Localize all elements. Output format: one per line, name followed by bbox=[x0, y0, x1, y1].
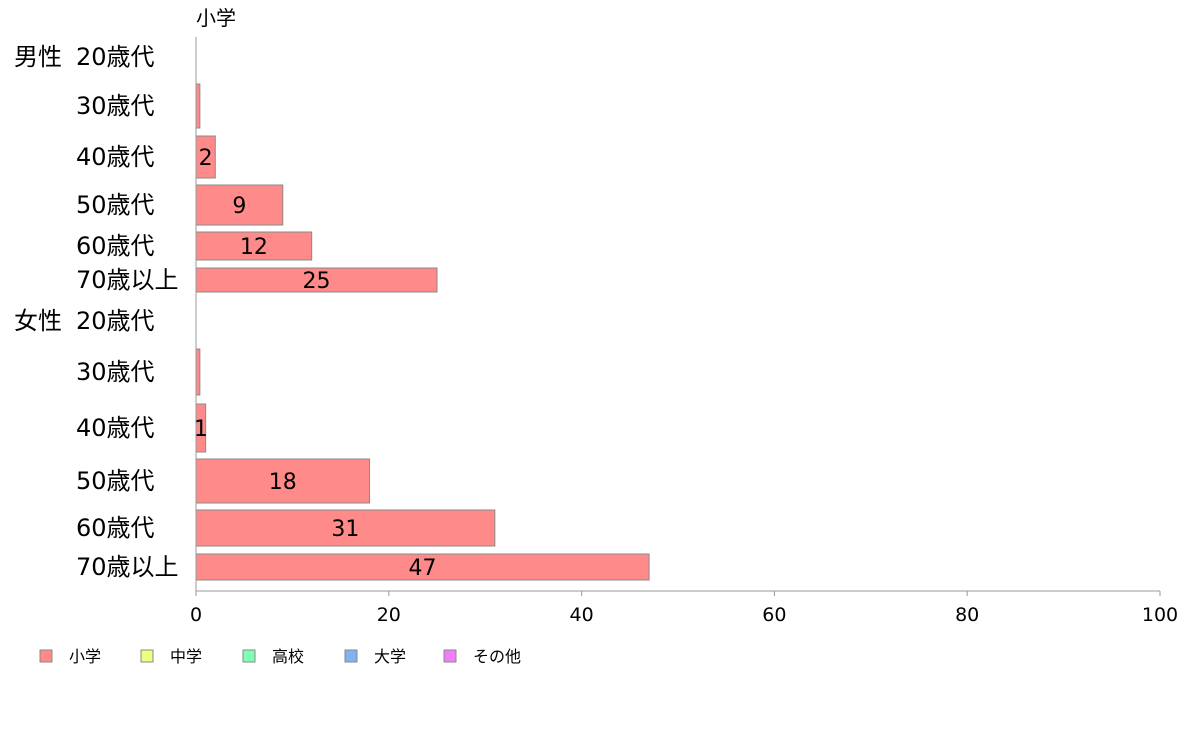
x-tick-label: 40 bbox=[570, 604, 594, 626]
group-label: 女性 bbox=[14, 307, 62, 335]
bar-value-label: 2 bbox=[199, 146, 213, 171]
legend-label: 中学 bbox=[170, 647, 202, 666]
legend-swatch bbox=[140, 649, 154, 663]
bar-value-label: 18 bbox=[269, 470, 297, 495]
bar bbox=[195, 231, 313, 261]
bar bbox=[195, 267, 438, 293]
category-label: 40歳代 bbox=[76, 414, 155, 442]
legend-swatch bbox=[344, 649, 358, 663]
category-labels: 20歳代 30歳代 40歳代 50歳代 60歳代 70歳以上 20歳代 30歳代 40歳代 50歳… bbox=[76, 43, 179, 581]
x-tick-label: 60 bbox=[762, 604, 786, 626]
bar-value-label: 1 bbox=[194, 417, 208, 442]
bar-value-label: 31 bbox=[331, 517, 359, 542]
bar-value-label: 9 bbox=[232, 194, 246, 219]
category-label: 50歳代 bbox=[76, 467, 155, 495]
bar-value-labels: 29 12 25 1 18 31 47 bbox=[194, 146, 437, 581]
legend-swatch bbox=[242, 649, 256, 663]
bars bbox=[195, 38, 650, 581]
legend-label: 高校 bbox=[272, 647, 304, 666]
x-axis: 0 20 40 60 80 100 bbox=[190, 37, 1178, 626]
series-title: 小学 bbox=[196, 6, 236, 30]
bar-value-label: 25 bbox=[303, 269, 331, 294]
x-tick-label: 80 bbox=[955, 604, 979, 626]
legend-swatch bbox=[443, 649, 457, 663]
category-label: 50歳代 bbox=[76, 191, 155, 219]
legend-label: 小学 bbox=[69, 647, 101, 666]
bar bbox=[195, 83, 201, 129]
bar bbox=[195, 184, 284, 226]
legend-label: 大学 bbox=[374, 647, 406, 666]
category-label: 30歳代 bbox=[76, 92, 155, 120]
legend-label: その他 bbox=[473, 647, 521, 666]
x-tick-label: 100 bbox=[1142, 604, 1178, 626]
category-label: 40歳代 bbox=[76, 143, 155, 171]
group-label: 男性 bbox=[14, 43, 62, 71]
category-label: 70歳以上 bbox=[76, 266, 179, 294]
bar bbox=[195, 348, 201, 396]
category-label: 60歳代 bbox=[76, 514, 155, 542]
bar bbox=[195, 509, 496, 547]
category-label: 20歳代 bbox=[76, 307, 155, 335]
legend-swatch bbox=[39, 649, 53, 663]
category-label: 30歳代 bbox=[76, 358, 155, 386]
category-label: 60歳代 bbox=[76, 232, 155, 260]
bar-value-label: 12 bbox=[240, 235, 268, 260]
category-label: 70歳以上 bbox=[76, 553, 179, 581]
category-label: 20歳代 bbox=[76, 43, 155, 71]
bar bbox=[195, 553, 650, 581]
bar-value-label: 47 bbox=[409, 556, 437, 581]
x-tick-label: 0 bbox=[190, 604, 202, 626]
x-tick-label: 20 bbox=[377, 604, 401, 626]
legend: 小学 中学 高校 大学 その他 bbox=[39, 647, 521, 666]
